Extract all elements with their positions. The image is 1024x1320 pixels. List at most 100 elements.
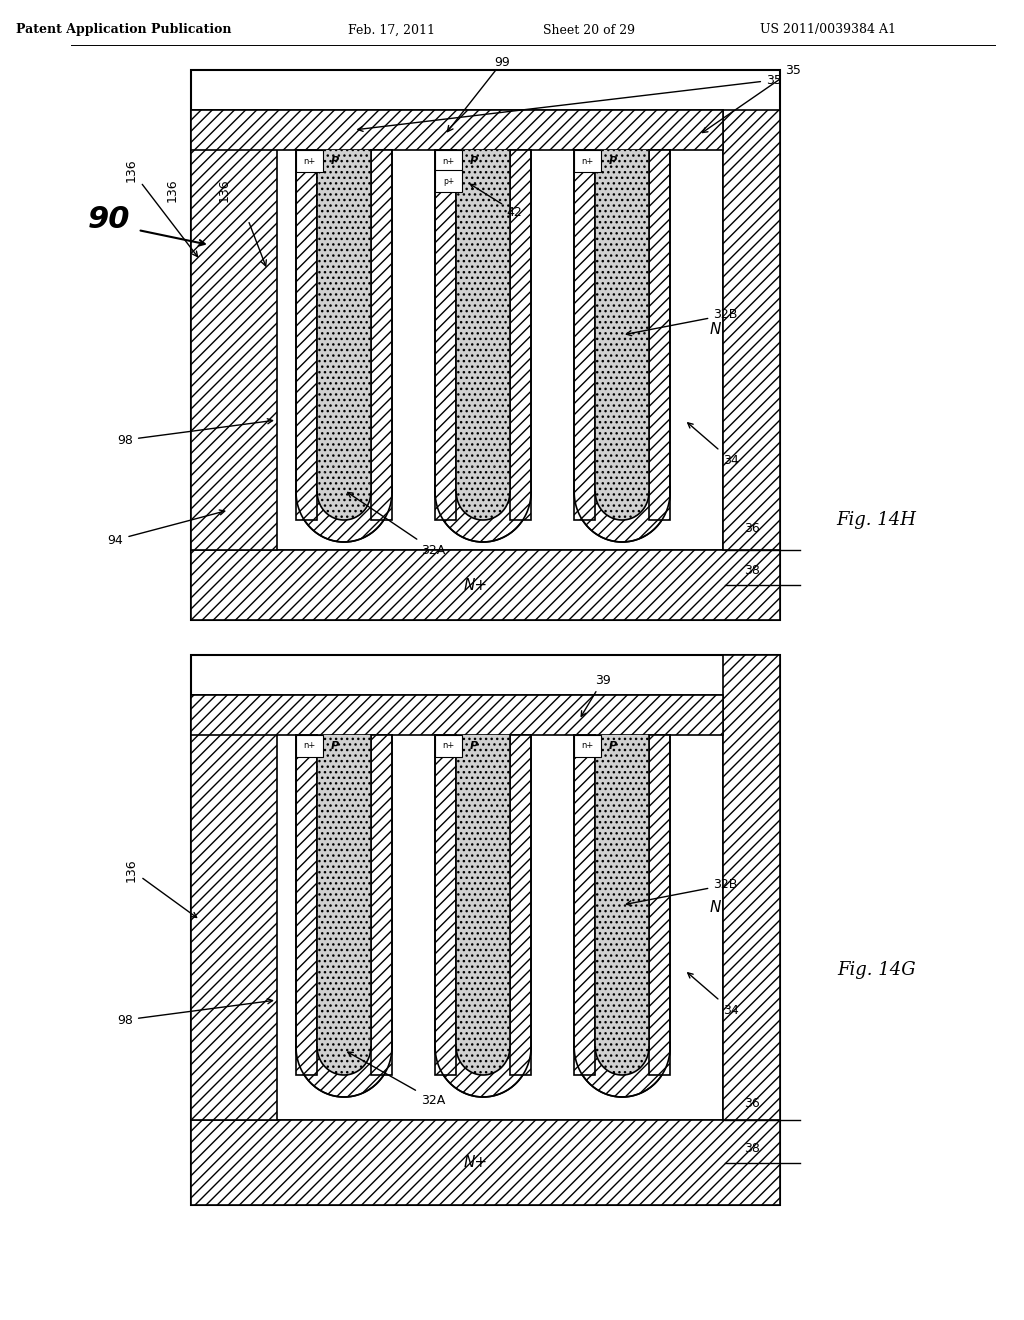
Bar bbox=[371, 735, 392, 1074]
Text: 32A: 32A bbox=[348, 1052, 445, 1106]
Text: Feb. 17, 2011: Feb. 17, 2011 bbox=[348, 24, 435, 37]
Bar bbox=[457, 150, 510, 492]
Text: Patent Application Publication: Patent Application Publication bbox=[15, 24, 231, 37]
Text: N+: N+ bbox=[464, 578, 487, 593]
Text: N: N bbox=[710, 900, 721, 915]
Bar bbox=[190, 696, 723, 1119]
Bar bbox=[190, 550, 780, 620]
Text: Fig. 14H: Fig. 14H bbox=[837, 511, 916, 529]
Text: 32B: 32B bbox=[627, 309, 737, 335]
Text: 136: 136 bbox=[218, 178, 230, 202]
Text: 98: 98 bbox=[117, 999, 272, 1027]
Text: N+: N+ bbox=[464, 1155, 487, 1170]
Bar bbox=[435, 735, 462, 756]
Ellipse shape bbox=[457, 1019, 510, 1074]
Ellipse shape bbox=[296, 997, 392, 1097]
Bar bbox=[574, 735, 601, 756]
Bar bbox=[296, 735, 323, 756]
Bar bbox=[595, 735, 649, 1047]
Bar bbox=[595, 735, 649, 1047]
Bar bbox=[317, 735, 371, 1047]
Text: P: P bbox=[608, 156, 616, 166]
Bar bbox=[457, 150, 510, 492]
Ellipse shape bbox=[317, 1019, 371, 1074]
Bar bbox=[435, 150, 457, 520]
Bar bbox=[190, 110, 723, 150]
Bar bbox=[649, 735, 670, 1074]
Ellipse shape bbox=[574, 442, 670, 543]
Ellipse shape bbox=[595, 1019, 649, 1074]
Text: n+: n+ bbox=[582, 157, 594, 165]
Text: P: P bbox=[608, 741, 616, 751]
Text: n+: n+ bbox=[442, 157, 455, 165]
Bar bbox=[296, 150, 317, 520]
Text: N: N bbox=[710, 322, 721, 338]
Text: 38: 38 bbox=[743, 1142, 760, 1155]
Ellipse shape bbox=[457, 465, 510, 520]
Text: 99: 99 bbox=[495, 55, 510, 69]
Ellipse shape bbox=[595, 465, 649, 520]
Bar bbox=[435, 735, 457, 1074]
Text: 34: 34 bbox=[688, 422, 738, 466]
Bar bbox=[317, 150, 371, 492]
Text: 32B: 32B bbox=[627, 879, 737, 906]
Bar bbox=[574, 150, 601, 172]
Ellipse shape bbox=[574, 997, 670, 1097]
Bar bbox=[190, 696, 723, 735]
Text: 42: 42 bbox=[470, 185, 522, 219]
Text: P: P bbox=[331, 741, 339, 751]
Ellipse shape bbox=[457, 1019, 510, 1074]
Text: P: P bbox=[470, 156, 478, 166]
Text: 38: 38 bbox=[743, 564, 760, 577]
Text: 136: 136 bbox=[125, 858, 197, 917]
Text: 35: 35 bbox=[357, 74, 782, 132]
Text: 90: 90 bbox=[88, 206, 130, 235]
Ellipse shape bbox=[435, 997, 531, 1097]
Text: n+: n+ bbox=[582, 742, 594, 751]
Bar bbox=[723, 110, 780, 550]
Bar bbox=[190, 696, 276, 1119]
Text: Sheet 20 of 29: Sheet 20 of 29 bbox=[543, 24, 635, 37]
Ellipse shape bbox=[595, 465, 649, 520]
Text: 36: 36 bbox=[743, 1097, 760, 1110]
Bar bbox=[296, 150, 323, 172]
Bar bbox=[317, 735, 371, 1047]
Ellipse shape bbox=[317, 465, 371, 520]
Bar bbox=[510, 150, 531, 520]
Ellipse shape bbox=[457, 465, 510, 520]
Text: 39: 39 bbox=[582, 673, 611, 717]
Text: 34: 34 bbox=[688, 973, 738, 1016]
Bar bbox=[435, 150, 462, 172]
Bar bbox=[190, 110, 276, 550]
Text: 36: 36 bbox=[743, 521, 760, 535]
Ellipse shape bbox=[317, 1019, 371, 1074]
Bar bbox=[574, 735, 595, 1074]
Text: P: P bbox=[470, 741, 478, 751]
Text: 98: 98 bbox=[117, 418, 272, 446]
Bar bbox=[595, 150, 649, 492]
Bar bbox=[649, 150, 670, 520]
Bar bbox=[574, 150, 595, 520]
Bar bbox=[296, 735, 317, 1074]
Text: 136: 136 bbox=[166, 178, 179, 202]
Ellipse shape bbox=[595, 1019, 649, 1074]
Bar bbox=[190, 70, 780, 620]
Ellipse shape bbox=[317, 465, 371, 520]
Text: 94: 94 bbox=[108, 510, 224, 546]
Bar bbox=[190, 655, 780, 1205]
Bar bbox=[457, 735, 510, 1047]
Bar bbox=[371, 150, 392, 520]
Bar bbox=[510, 735, 531, 1074]
Text: n+: n+ bbox=[303, 742, 315, 751]
Bar bbox=[190, 1119, 780, 1205]
Bar bbox=[595, 150, 649, 492]
Bar bbox=[723, 655, 780, 1119]
Text: P: P bbox=[331, 156, 339, 166]
Text: n+: n+ bbox=[303, 157, 315, 165]
Text: US 2011/0039384 A1: US 2011/0039384 A1 bbox=[761, 24, 896, 37]
Text: 136: 136 bbox=[125, 158, 198, 256]
Text: p+: p+ bbox=[443, 177, 455, 186]
Text: 32A: 32A bbox=[347, 492, 445, 557]
Text: n+: n+ bbox=[442, 742, 455, 751]
Text: 35: 35 bbox=[702, 63, 801, 132]
